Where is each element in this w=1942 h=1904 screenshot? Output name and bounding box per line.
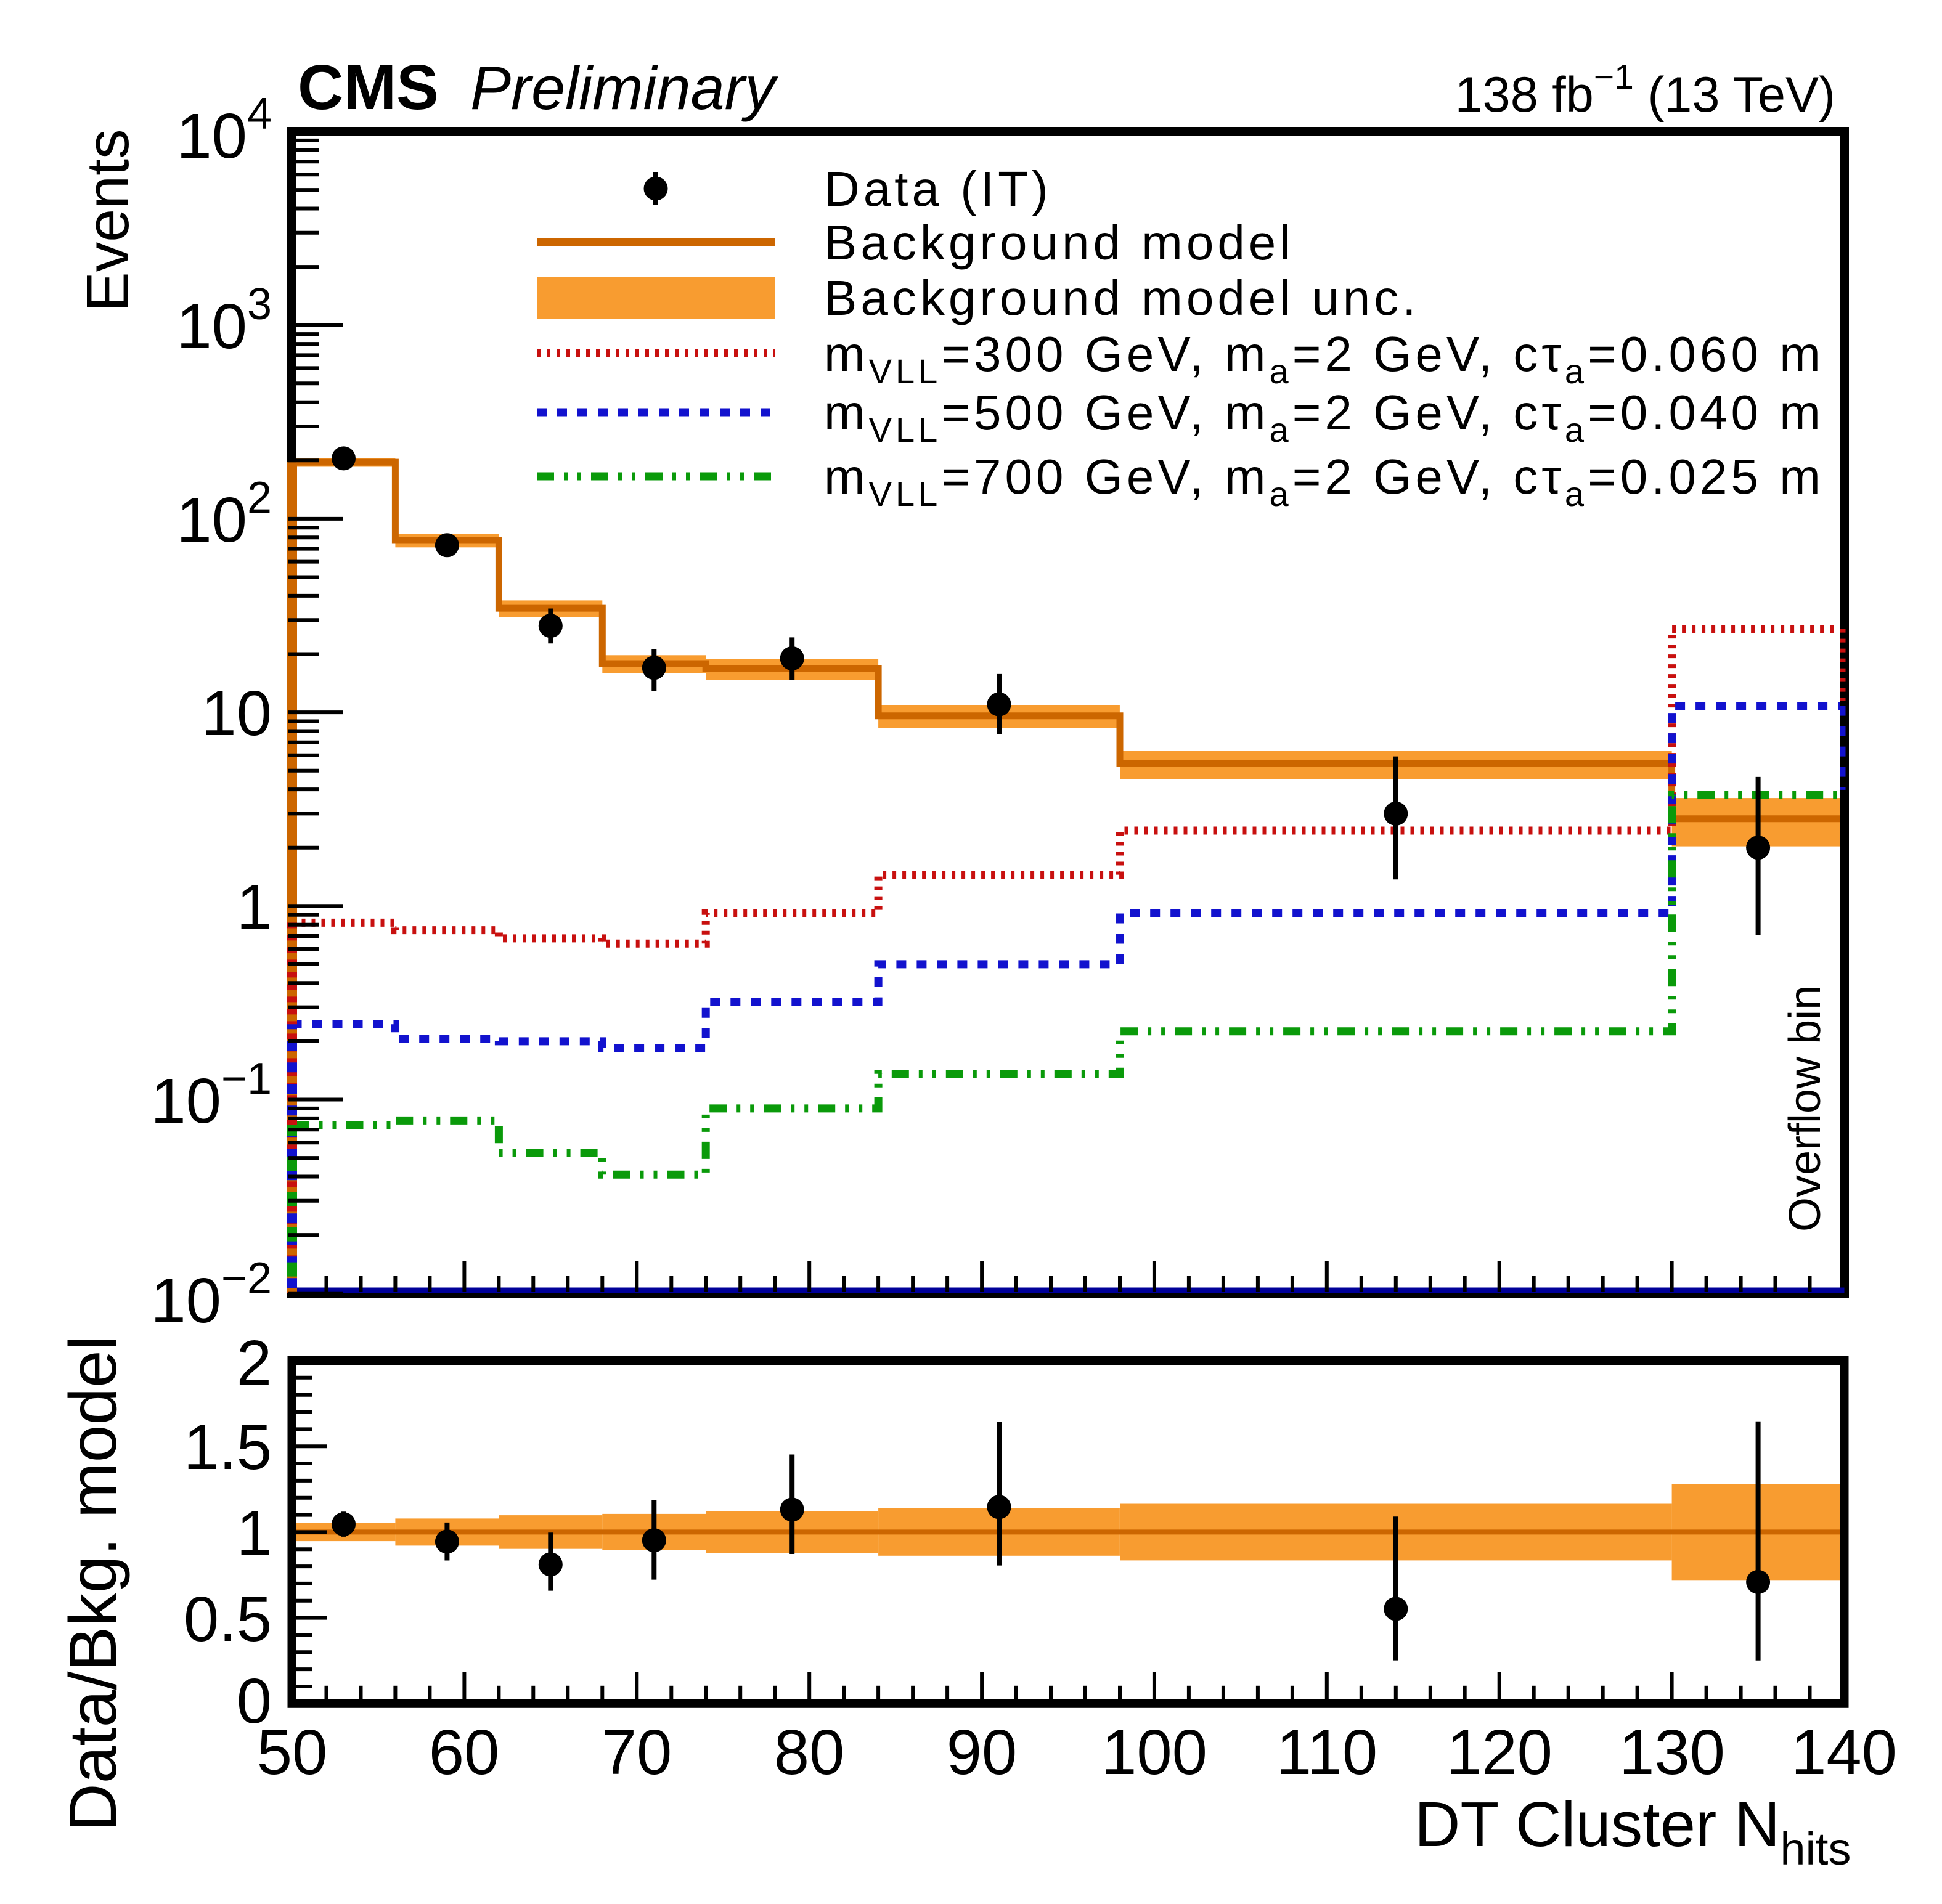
svg-text:103: 103	[176, 280, 272, 362]
svg-text:Data (IT): Data (IT)	[824, 161, 1052, 216]
svg-text:140: 140	[1791, 1717, 1897, 1788]
svg-text:104: 104	[176, 89, 272, 171]
svg-text:mVLL=500 GeV, ma=2 GeV, cτa=0.: mVLL=500 GeV, ma=2 GeV, cτa=0.040 m	[824, 385, 1824, 449]
svg-text:Overflow bin: Overflow bin	[1781, 985, 1830, 1232]
svg-text:Events: Events	[74, 129, 141, 312]
svg-text:Background model: Background model	[824, 215, 1294, 270]
svg-text:80: 80	[774, 1717, 845, 1788]
svg-text:100: 100	[1101, 1717, 1207, 1788]
svg-text:110: 110	[1276, 1717, 1377, 1788]
svg-text:1: 1	[237, 1497, 272, 1568]
svg-text:mVLL=300 GeV, ma=2 GeV, cτa=0.: mVLL=300 GeV, ma=2 GeV, cτa=0.060 m	[824, 327, 1824, 391]
svg-text:2: 2	[237, 1327, 272, 1398]
svg-text:138 fb−1 (13 TeV): 138 fb−1 (13 TeV)	[1455, 57, 1835, 123]
svg-text:Background model unc.: Background model unc.	[824, 271, 1420, 325]
svg-text:1.5: 1.5	[184, 1412, 272, 1483]
svg-text:10−2: 10−2	[150, 1254, 272, 1336]
svg-text:10: 10	[201, 678, 272, 749]
svg-text:1: 1	[237, 871, 272, 942]
svg-text:CMS: CMS	[298, 52, 439, 123]
svg-text:70: 70	[602, 1717, 672, 1788]
svg-text:Preliminary: Preliminary	[470, 54, 779, 122]
svg-text:90: 90	[947, 1717, 1018, 1788]
svg-text:0: 0	[237, 1666, 272, 1736]
svg-text:130: 130	[1619, 1717, 1725, 1788]
svg-text:120: 120	[1446, 1717, 1552, 1788]
svg-text:Data/Bkg. model: Data/Bkg. model	[55, 1335, 131, 1832]
svg-text:60: 60	[429, 1717, 500, 1788]
svg-text:50: 50	[257, 1717, 328, 1788]
svg-text:0.5: 0.5	[184, 1584, 272, 1654]
svg-text:mVLL=700 GeV, ma=2 GeV, cτa=0.: mVLL=700 GeV, ma=2 GeV, cτa=0.025 m	[824, 449, 1824, 513]
